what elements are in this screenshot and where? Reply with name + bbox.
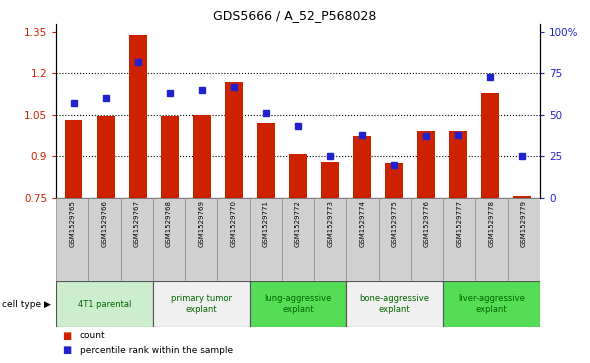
Text: GSM1529770: GSM1529770 (231, 200, 237, 247)
Bar (153, 281, 250, 327)
Text: GSM1529766: GSM1529766 (101, 200, 107, 247)
Bar (450, 131, 467, 198)
Bar (193, 115, 211, 198)
Bar (346, 198, 379, 281)
Text: GDS5666 / A_52_P568028: GDS5666 / A_52_P568028 (214, 9, 376, 22)
Bar (411, 198, 443, 281)
Bar (314, 198, 346, 281)
Text: percentile rank within the sample: percentile rank within the sample (80, 346, 233, 355)
Text: GSM1529772: GSM1529772 (295, 200, 301, 247)
Bar (56, 198, 88, 281)
Bar (282, 198, 314, 281)
Text: GSM1529769: GSM1529769 (198, 200, 204, 247)
Text: GSM1529779: GSM1529779 (521, 200, 527, 247)
Bar (250, 198, 282, 281)
Bar (385, 163, 403, 198)
Text: ■: ■ (62, 331, 71, 341)
Bar (56, 281, 153, 327)
Bar (88, 198, 120, 281)
Text: GSM1529771: GSM1529771 (263, 200, 268, 247)
Bar (346, 281, 443, 327)
Bar (443, 281, 540, 327)
Text: liver-aggressive
explant: liver-aggressive explant (458, 294, 525, 314)
Bar (321, 162, 339, 198)
Text: GSM1529768: GSM1529768 (166, 200, 172, 247)
Bar (97, 116, 114, 198)
Text: GSM1529777: GSM1529777 (456, 200, 462, 247)
Text: GSM1529775: GSM1529775 (392, 200, 398, 247)
Text: GSM1529778: GSM1529778 (489, 200, 494, 247)
Bar (507, 198, 540, 281)
Text: count: count (80, 331, 105, 340)
Text: bone-aggressive
explant: bone-aggressive explant (360, 294, 430, 314)
Bar (120, 198, 153, 281)
Bar (443, 198, 476, 281)
Bar (225, 82, 242, 198)
Bar (129, 34, 146, 198)
Bar (250, 281, 346, 327)
Text: 4T1 parental: 4T1 parental (78, 299, 131, 309)
Text: GSM1529767: GSM1529767 (134, 200, 140, 247)
Text: lung-aggressive
explant: lung-aggressive explant (264, 294, 332, 314)
Text: cell type ▶: cell type ▶ (2, 299, 51, 309)
Text: GSM1529765: GSM1529765 (69, 200, 75, 247)
Text: ■: ■ (62, 345, 71, 355)
Bar (153, 198, 185, 281)
Bar (161, 116, 179, 198)
Bar (417, 131, 435, 198)
Text: GSM1529776: GSM1529776 (424, 200, 430, 247)
Bar (379, 198, 411, 281)
Bar (476, 198, 507, 281)
Text: GSM1529774: GSM1529774 (359, 200, 365, 247)
Bar (65, 121, 83, 198)
Bar (513, 196, 531, 198)
Bar (481, 93, 499, 198)
Bar (289, 154, 307, 198)
Bar (185, 198, 217, 281)
Text: GSM1529773: GSM1529773 (327, 200, 333, 247)
Bar (353, 136, 371, 198)
Text: primary tumor
explant: primary tumor explant (171, 294, 232, 314)
Bar (257, 123, 275, 198)
Bar (217, 198, 250, 281)
